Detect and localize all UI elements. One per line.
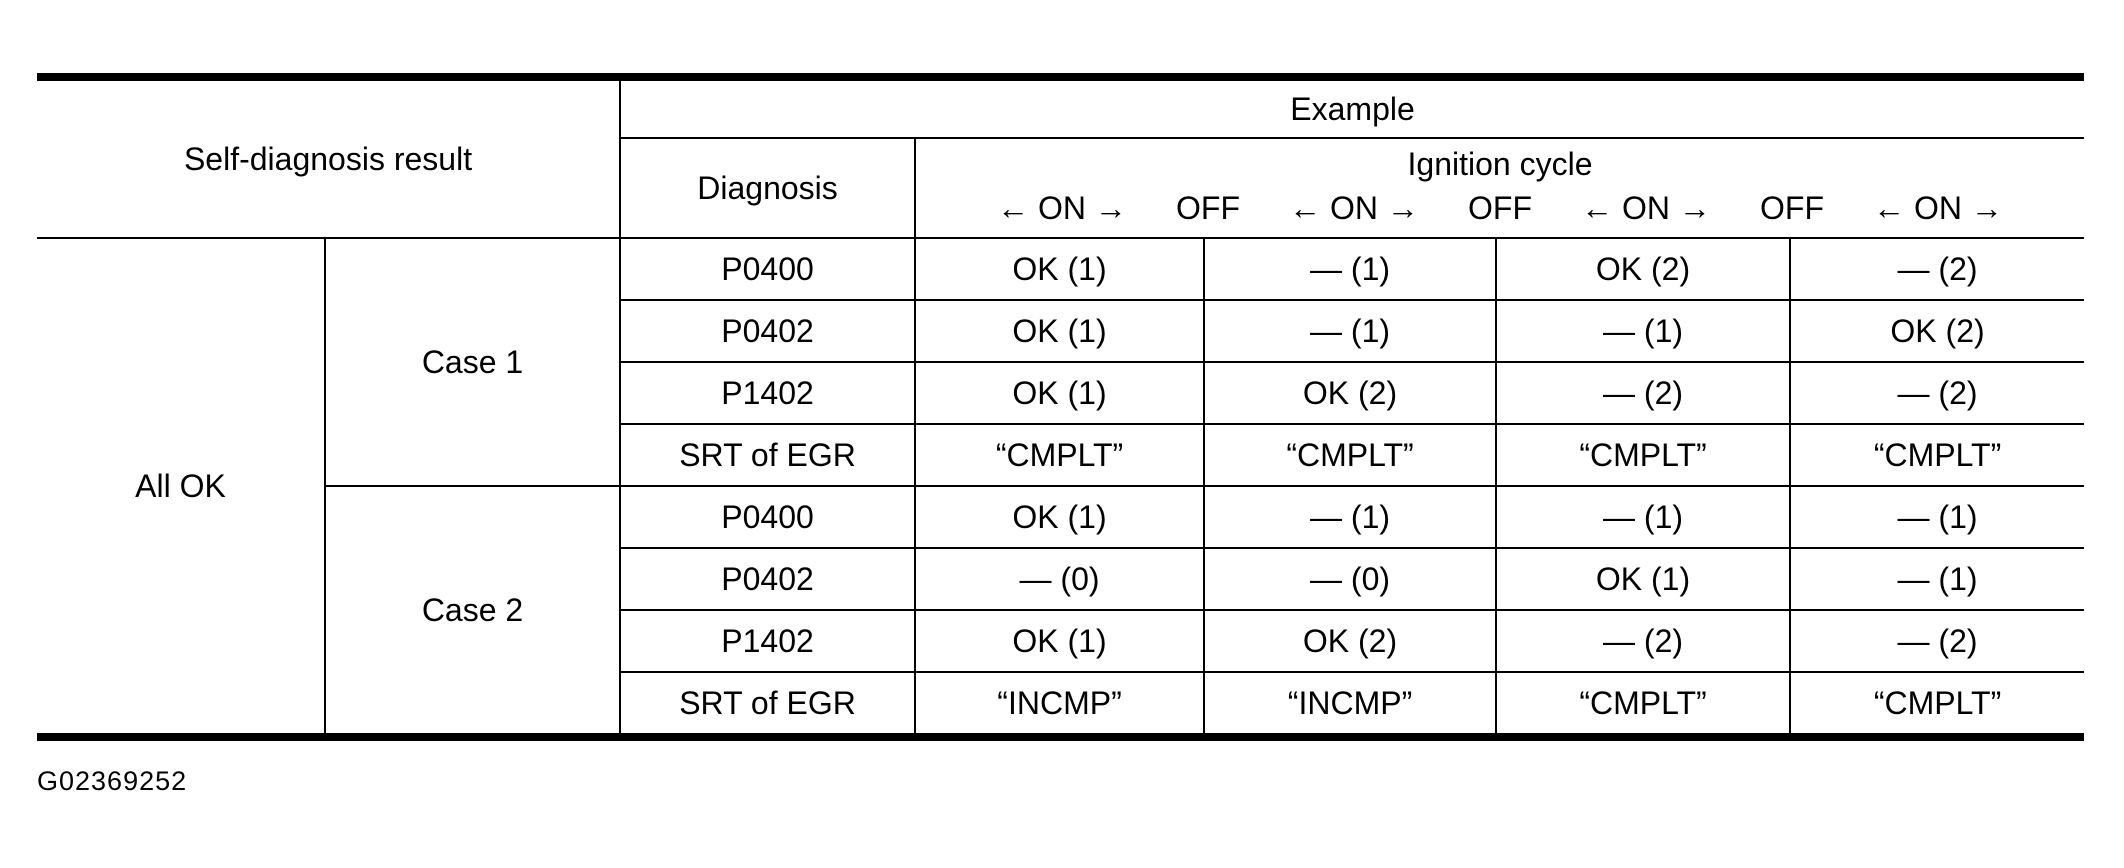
table-row: Case 2 P0400 OK (1) — (1) — (1) — (1) [37,485,2086,738]
off-label: OFF [1468,190,1533,227]
ignition-cycle-sequence: ← ON → OFF ← ON → OFF ← ON → OFF ← ON → [917,190,2082,230]
value-cell: OK (2) [1203,609,1498,673]
value-cell: — (1) [1203,299,1498,363]
table-row: P1402 OK (1) OK (2) — (2) — (2) [37,361,2086,425]
value-cell: OK (2) [1495,237,1792,301]
on-arrow-label: ← ON → [1289,190,1419,227]
diagnosis-cell: P1402 [619,361,917,425]
value-cell: “INCMP” [914,671,1206,738]
table-row: SRT of EGR “INCMP” “INCMP” “CMPLT” “CMPL… [37,671,2086,738]
value-cell: OK (2) [1789,299,2086,363]
value-cell: “CMPLT” [1789,671,2086,738]
value-cell: OK (1) [914,361,1206,425]
table-row: All OK Case 1 P0400 OK (1) — (1) OK (2) … [36,237,2086,738]
value-cell: — (1) [1789,485,2086,549]
value-cell: — (1) [1789,547,2086,611]
value-cell: OK (2) [1203,361,1498,425]
table-row: P0402 — (0) — (0) OK (1) — (1) [37,547,2086,611]
on-arrow-label: ← ON → [1581,190,1711,227]
off-label: OFF [1176,190,1241,227]
ignition-cycle-header: Ignition cycle ← ON → OFF ← ON → OFF ← O… [914,137,2086,239]
value-cell: OK (1) [914,609,1206,673]
diagnosis-cell: P1402 [619,609,917,673]
value-cell: — (2) [1789,361,2086,425]
value-cell: “CMPLT” [1789,423,2086,487]
diagnosis-cell: SRT of EGR [619,671,917,738]
value-cell: — (1) [1203,485,1498,549]
off-label: OFF [1760,190,1825,227]
ignition-cycle-label: Ignition cycle [1407,145,1593,182]
value-cell: “CMPLT” [914,423,1206,487]
case-2-cell: Case 2 [323,485,622,738]
value-cell: OK (1) [914,237,1206,301]
diagnosis-cell: SRT of EGR [619,423,917,487]
diagnosis-cell: P0402 [619,547,917,611]
value-cell: — (2) [1495,361,1792,425]
example-header: Example [619,76,2086,139]
value-cell: — (0) [914,547,1206,611]
on-arrow-label: ← ON → [997,190,1127,227]
table-row: P1402 OK (1) OK (2) — (2) — (2) [37,609,2086,673]
value-cell: — (1) [1495,299,1792,363]
value-cell: “CMPLT” [1495,423,1792,487]
value-cell: “INCMP” [1203,671,1498,738]
value-cell: OK (1) [914,299,1206,363]
diagnosis-cell: P0400 [619,485,917,549]
header-row-example: Self-diagnosis result Example [35,76,2086,239]
self-diagnosis-table: Self-diagnosis result Example Diagnosis … [35,73,2086,741]
diagnosis-cell: P0402 [619,299,917,363]
diagnosis-column-header: Diagnosis [619,137,917,239]
table-row: SRT of EGR “CMPLT” “CMPLT” “CMPLT” “CMPL… [37,423,2086,487]
value-cell: OK (1) [1495,547,1792,611]
header-row-ignition: Diagnosis Ignition cycle ← ON → OFF ← ON… [37,137,2086,239]
on-arrow-label: ← ON → [1873,190,2003,227]
value-cell: — (2) [1789,609,2086,673]
result-group-cell: All OK [36,237,326,738]
value-cell: — (1) [1203,237,1498,301]
value-cell: — (1) [1495,485,1792,549]
value-cell: — (2) [1789,237,2086,301]
case-1-cell: Case 1 [323,237,622,487]
table-row: P0402 OK (1) — (1) — (1) OK (2) [37,299,2086,363]
figure-id: G02369252 [37,766,188,796]
value-cell: “CMPLT” [1203,423,1498,487]
value-cell: — (2) [1495,609,1792,673]
value-cell: “CMPLT” [1495,671,1792,738]
diagnosis-cell: P0400 [619,237,917,301]
value-cell: OK (1) [914,485,1206,549]
self-diagnosis-result-header: Self-diagnosis result [35,76,622,239]
value-cell: — (0) [1203,547,1498,611]
